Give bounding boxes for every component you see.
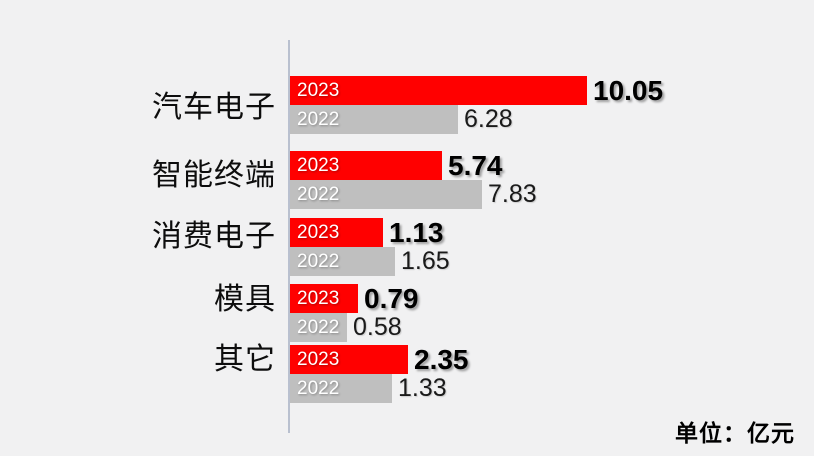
value-label-2022: 1.33 [398, 374, 447, 402]
value-label-2023: 5.74 [448, 150, 503, 181]
year-label-2022: 2022 [297, 316, 340, 338]
value-label-2022: 0.58 [353, 313, 402, 341]
value-label-2022: 1.65 [401, 247, 450, 275]
year-label-2022: 2022 [297, 377, 340, 399]
year-label-2023: 2023 [297, 79, 340, 101]
bar-2023: 2023 [290, 345, 408, 374]
year-label-2023: 2023 [297, 221, 340, 243]
year-label-2022: 2022 [297, 108, 340, 130]
value-label-2022: 6.28 [464, 105, 513, 133]
category-label: 智能终端 [152, 159, 276, 192]
y-axis-line [288, 40, 290, 433]
unit-label: 单位：亿元 [675, 420, 795, 446]
year-label-2023: 2023 [297, 348, 340, 370]
year-label-2023: 2023 [297, 154, 340, 176]
value-label-2023: 1.13 [389, 217, 444, 248]
bar-2023: 2023 [290, 284, 358, 313]
year-label-2022: 2022 [297, 183, 340, 205]
bar-2023: 2023 [290, 151, 442, 180]
year-label-2023: 2023 [297, 287, 340, 309]
bar-2023: 2023 [290, 76, 587, 105]
category-label: 汽车电子 [152, 91, 276, 124]
category-label: 消费电子 [152, 220, 276, 253]
category-label: 其它 [214, 343, 276, 376]
bar-2022: 2022 [290, 105, 458, 134]
bar-2022: 2022 [290, 313, 347, 342]
value-label-2023: 0.79 [364, 283, 419, 314]
value-label-2023: 10.05 [593, 75, 664, 106]
bar-2022: 2022 [290, 374, 392, 403]
value-label-2023: 2.35 [414, 344, 469, 375]
year-label-2022: 2022 [297, 250, 340, 272]
bar-2022: 2022 [290, 180, 482, 209]
category-label: 模具 [214, 283, 276, 316]
value-label-2022: 7.83 [488, 180, 537, 208]
bar-2022: 2022 [290, 247, 395, 276]
bar-2023: 2023 [290, 218, 383, 247]
